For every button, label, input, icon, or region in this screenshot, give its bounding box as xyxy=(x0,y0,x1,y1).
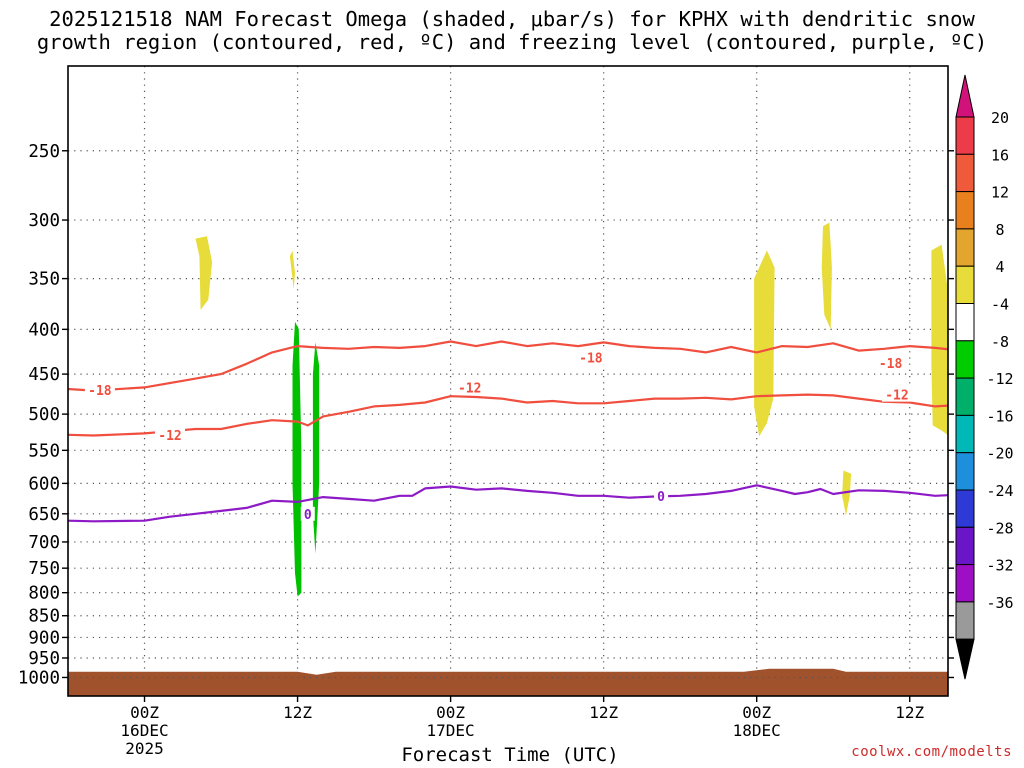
colorbar-tick-label: -28 xyxy=(986,519,1013,537)
x-date-label: 16DEC xyxy=(120,721,168,740)
y-tick-label: 750 xyxy=(28,559,60,579)
x-date-label: 17DEC xyxy=(427,721,475,740)
colorbar-tick-label: -8 xyxy=(991,333,1009,351)
x-tick-label: 00Z xyxy=(436,703,465,722)
contour-line xyxy=(68,484,948,523)
colorbar-swatch xyxy=(955,303,975,342)
ground-terrain xyxy=(68,668,948,696)
colorbar-tick-label: -36 xyxy=(986,594,1013,612)
contour-label-bg xyxy=(300,506,315,521)
colorbar-tick-label: -4 xyxy=(991,296,1009,314)
y-tick-label: 550 xyxy=(28,441,60,461)
omega-shade-region xyxy=(821,222,832,330)
omega-shade-region xyxy=(292,321,302,597)
y-tick-label: 450 xyxy=(28,365,60,385)
colorbar-bottom-arrow xyxy=(955,638,975,680)
contour-label-bg xyxy=(875,355,906,370)
contour-label: 0 xyxy=(304,508,312,523)
y-tick-label: 900 xyxy=(28,628,60,648)
colorbar-tick-label: -24 xyxy=(986,482,1013,500)
contour-label-bg xyxy=(454,380,485,395)
y-tick-label: 600 xyxy=(28,474,60,494)
colorbar-tick-label: 4 xyxy=(995,258,1004,276)
colorbar-swatch xyxy=(955,489,975,528)
y-tick-label: 850 xyxy=(28,607,60,627)
colorbar-tick-label: -32 xyxy=(986,557,1013,575)
y-tick-label: 700 xyxy=(28,533,60,553)
colorbar-swatch xyxy=(955,153,975,193)
colorbar-swatch xyxy=(955,601,975,640)
colorbar-swatch xyxy=(955,526,975,566)
y-tick-label: 500 xyxy=(28,405,60,425)
colorbar-swatch xyxy=(955,191,975,230)
contour-label-bg xyxy=(84,382,115,397)
colorbar-tick-label: 8 xyxy=(995,221,1004,239)
y-tick-label: 300 xyxy=(28,211,60,231)
y-tick-label: 650 xyxy=(28,505,60,525)
colorbar-tick-label: -12 xyxy=(986,370,1013,388)
contour-label: -12 xyxy=(458,381,481,396)
x-tick-label: 12Z xyxy=(283,703,312,722)
x-tick-label: 12Z xyxy=(589,703,618,722)
plot-frame xyxy=(67,65,949,697)
chart-title-line-2: growth region (contoured, red, ºC) and f… xyxy=(36,30,988,54)
credit-link[interactable]: coolwx.com/modelts xyxy=(851,744,1012,760)
x-tick-label: 00Z xyxy=(130,703,159,722)
contour-label: -12 xyxy=(158,429,181,444)
contour-label-bg xyxy=(881,387,912,402)
colorbar-tick-label: -16 xyxy=(986,407,1013,425)
colorbar-swatch xyxy=(955,265,975,305)
colorbar-tick-label: 12 xyxy=(991,184,1009,202)
contour-label: 0 xyxy=(657,490,665,505)
x-axis-title: Forecast Time (UTC) xyxy=(401,744,619,766)
y-tick-label: 350 xyxy=(28,270,60,290)
colorbar-swatch xyxy=(955,414,975,454)
contour-label-bg xyxy=(654,488,669,503)
y-tick-label: 950 xyxy=(28,649,60,669)
contour-line xyxy=(68,340,948,392)
axes: 2503003504004505005506006507007508008509… xyxy=(18,65,954,758)
colorbar-tick-label: -20 xyxy=(986,445,1013,463)
omega-shade-region xyxy=(312,342,320,554)
colorbar-swatch xyxy=(955,452,975,491)
contour-label: -18 xyxy=(88,384,112,399)
contour-label-bg xyxy=(155,427,186,442)
y-tick-label: 400 xyxy=(28,320,60,340)
y-tick-label: 1000 xyxy=(18,668,60,688)
omega-shade-region xyxy=(195,236,213,310)
colorbar-top-arrow xyxy=(955,74,975,118)
omega-shade-region xyxy=(754,250,775,437)
x-year-label: 2025 xyxy=(125,739,164,758)
x-tick-label: 00Z xyxy=(742,703,771,722)
omega-shade-region xyxy=(931,244,948,436)
colorbar: 20 16 12 8 4 -4 -8 -12 -16 -20 -24 -28 -32 -36 xyxy=(955,74,1014,680)
x-date-label: 18DEC xyxy=(733,721,781,740)
contour-label: -18 xyxy=(579,352,603,367)
colorbar-swatch xyxy=(955,564,975,603)
contour-line xyxy=(68,393,948,437)
colorbar-tick-label: 16 xyxy=(991,146,1009,164)
colorbar-tick-label: 20 xyxy=(991,109,1009,127)
colorbar-swatch xyxy=(955,377,975,416)
y-tick-label: 800 xyxy=(28,584,60,604)
colorbar-swatch xyxy=(955,116,975,155)
chart-title-line-1: 2025121518 NAM Forecast Omega (shaded, μ… xyxy=(49,7,975,31)
chart-title: 2025121518 NAM Forecast Omega (shaded, μ… xyxy=(0,8,1024,54)
y-tick-label: 250 xyxy=(28,142,60,162)
contour-label: -12 xyxy=(885,389,908,404)
colorbar-swatch xyxy=(955,340,975,379)
contour-label: -18 xyxy=(879,357,903,372)
contour-label-bg xyxy=(575,350,606,365)
colorbar-swatch xyxy=(955,228,975,267)
x-tick-label: 12Z xyxy=(895,703,924,722)
omega-shade-region xyxy=(289,250,295,290)
